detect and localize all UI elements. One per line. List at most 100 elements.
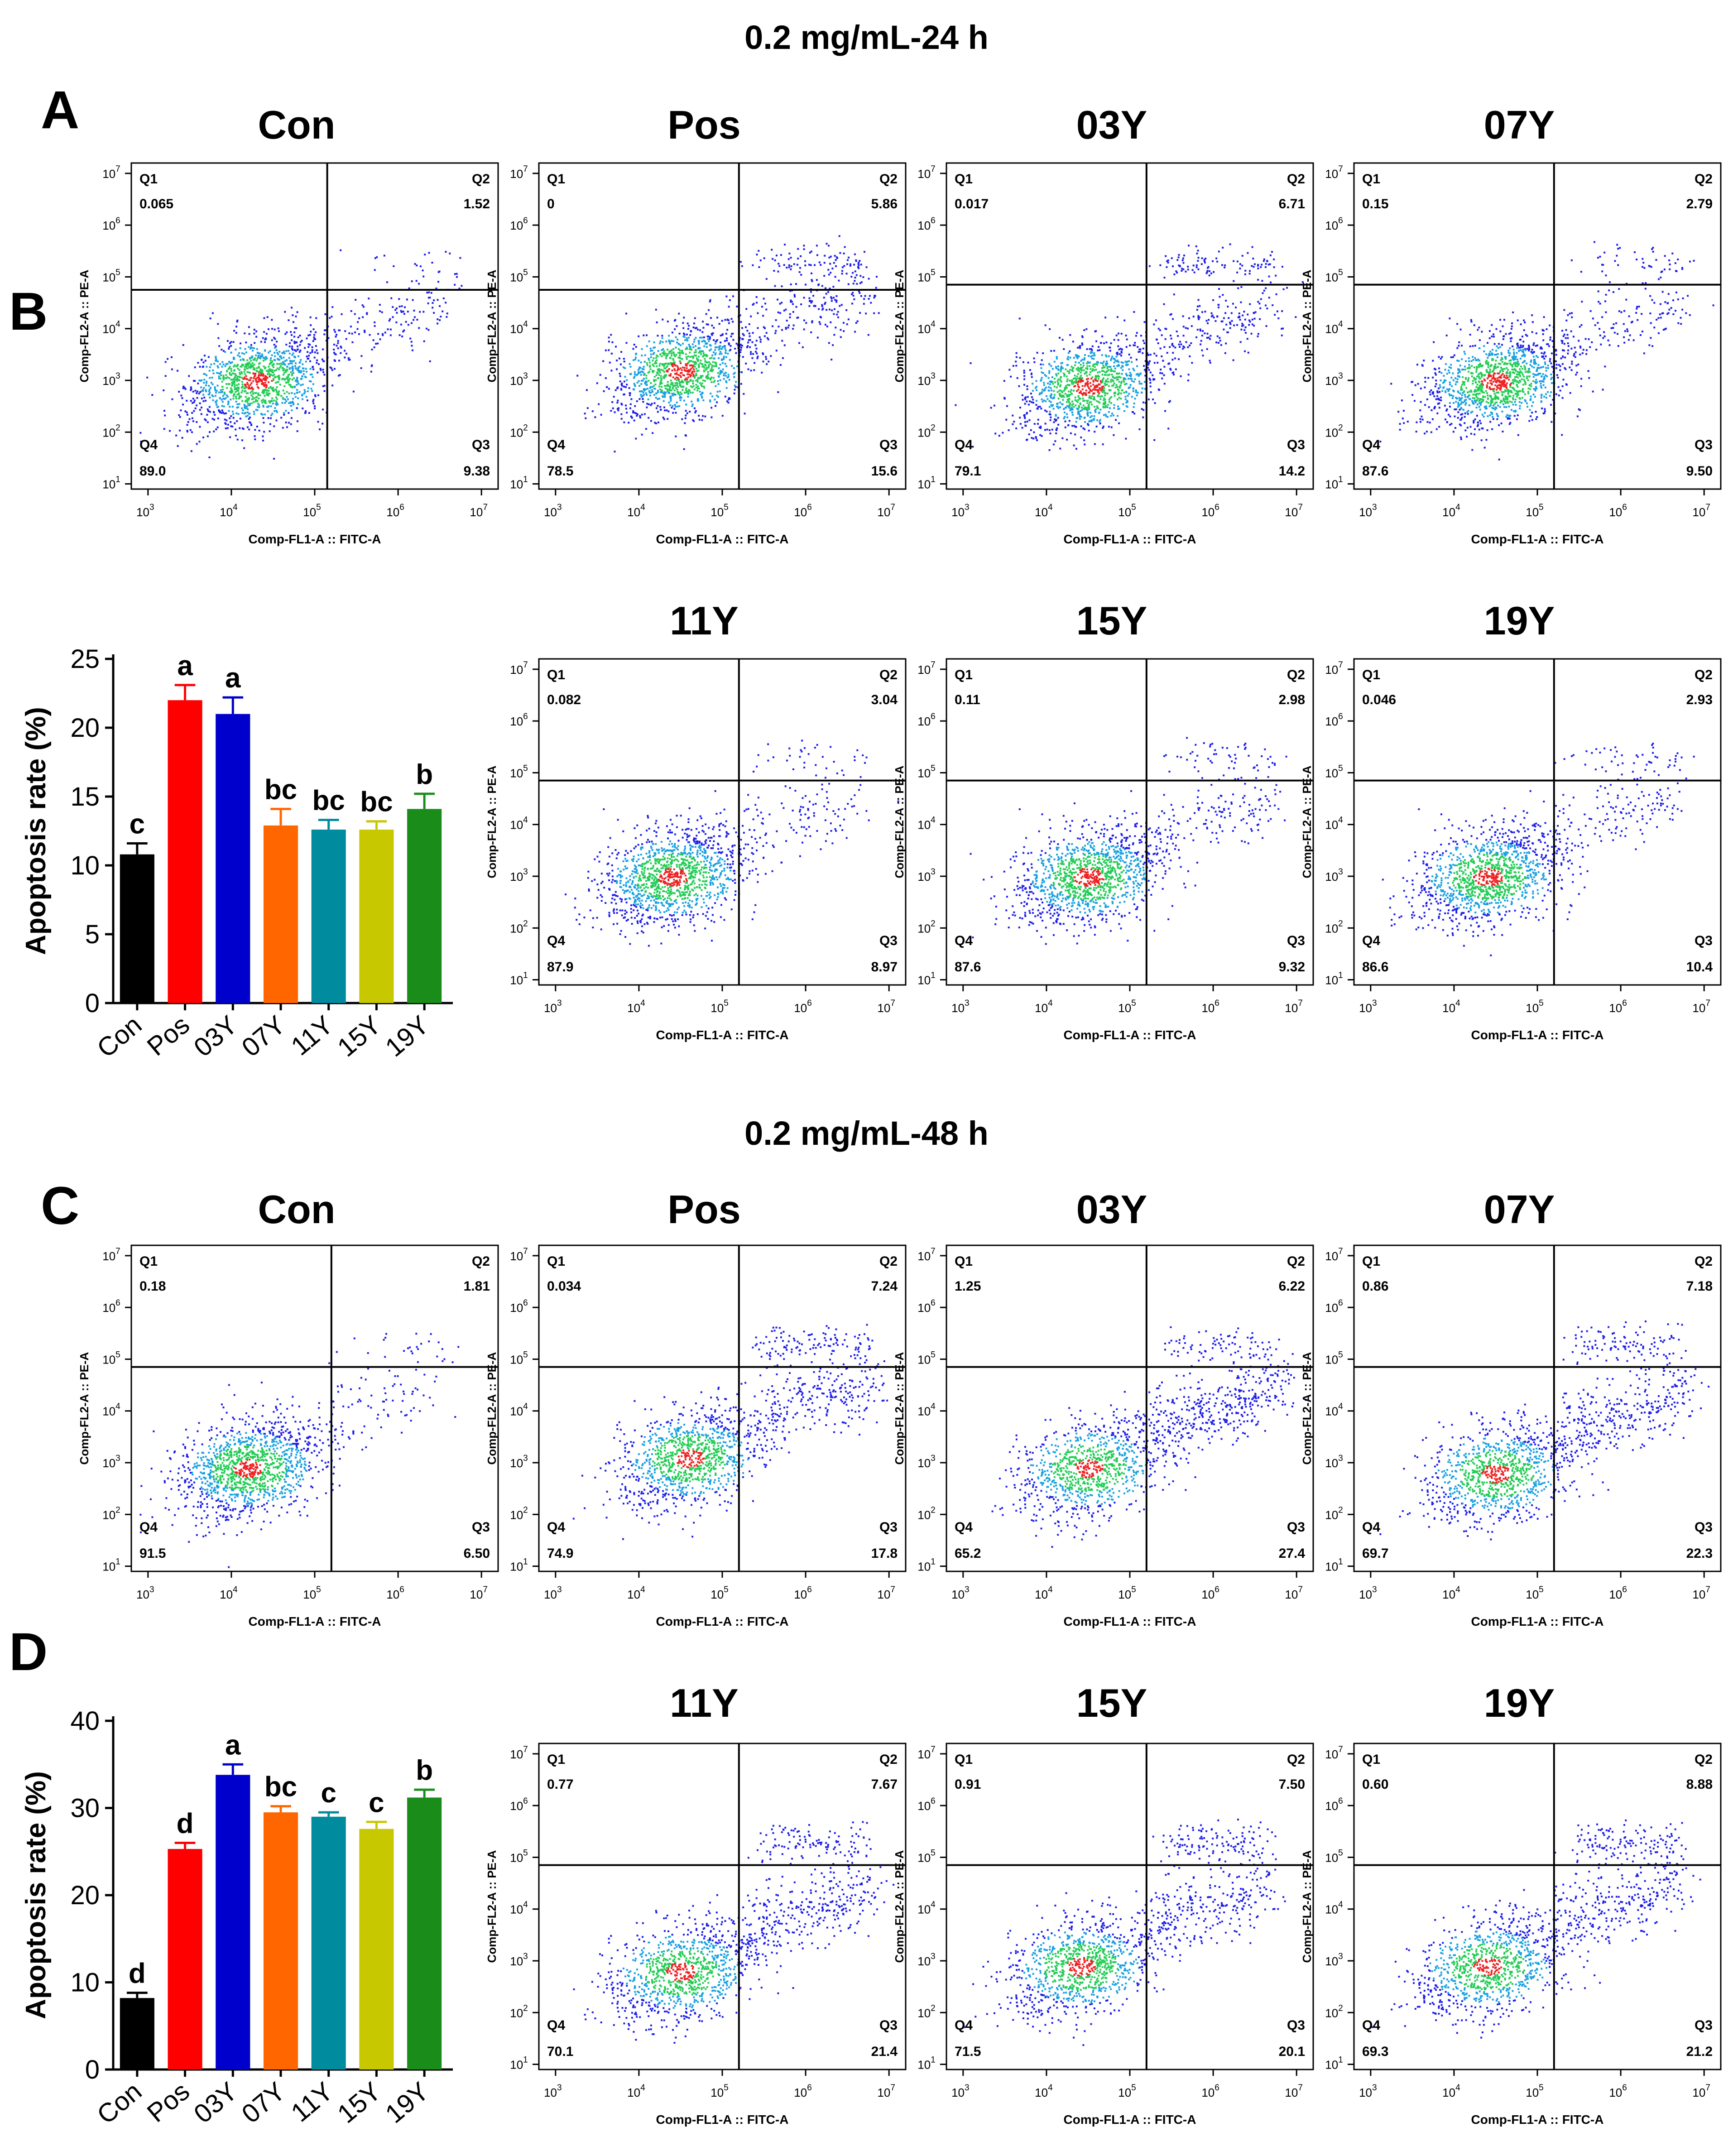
bar-pos	[168, 1849, 202, 2070]
quadrant-value-q1: 0.18	[139, 1279, 166, 1294]
sig-letter-03y: a	[225, 1729, 241, 1761]
bar-con	[120, 1998, 154, 2070]
y-tick-label: 103	[510, 371, 528, 388]
flow-x-axis-label: Comp-FL1-A :: FITC-A	[249, 532, 381, 546]
flow-plot-con-24h: Q1 0.065 Q2 1.52 Q3 9.38 Q4 89.0 103 104 105 106 107…	[77, 162, 499, 546]
flow-plot-07y-48h: Q1 0.86 Q2 7.18 Q3 22.3 Q4 69.7 103 104 105 106 107 1…	[1300, 1244, 1722, 1628]
flow-plot-frame	[946, 162, 1314, 490]
bar-x-tick-label: 03Y	[188, 1010, 243, 1062]
flow-y-axis-label: Comp-FL2-A :: PE-A	[1300, 269, 1314, 382]
quadrant-value-q2: 7.24	[871, 1279, 898, 1294]
y-tick-label: 104	[510, 1402, 528, 1418]
x-tick-label: 105	[1118, 999, 1136, 1015]
flow-scatter-points	[139, 1333, 460, 1568]
x-tick-label: 105	[1118, 2083, 1136, 2099]
quadrant-label-q1: Q1	[955, 172, 973, 187]
quadrant-label-q4: Q4	[1362, 1520, 1380, 1535]
sig-letter-11y: c	[321, 1777, 336, 1809]
flow-x-axis-label: Comp-FL1-A :: FITC-A	[249, 1614, 381, 1628]
x-tick-label: 105	[1526, 999, 1544, 1015]
bar-19y	[407, 809, 442, 1003]
y-tick-label: 103	[510, 1454, 528, 1470]
quadrant-label-q2: Q2	[472, 172, 490, 187]
x-tick-label: 104	[627, 2083, 645, 2099]
quadrant-label-q2: Q2	[1287, 667, 1305, 682]
quadrant-value-q3: 9.38	[464, 464, 490, 479]
x-tick-label: 104	[627, 999, 645, 1015]
x-tick-label: 107	[877, 999, 895, 1015]
flow-scatter-points	[1379, 1320, 1710, 1541]
quadrant-value-q1: 0.15	[1362, 197, 1388, 211]
y-tick-label: 105	[510, 1350, 528, 1366]
quadrant-value-q1: 0.034	[547, 1279, 581, 1294]
y-tick-label: 107	[917, 660, 936, 677]
quadrant-label-q3: Q3	[1695, 933, 1713, 948]
quadrant-label-q3: Q3	[472, 1520, 490, 1535]
flow-y-axis-label: Comp-FL2-A :: PE-A	[893, 1850, 906, 1963]
y-tick-label: 103	[102, 371, 120, 388]
flow-y-axis-label: Comp-FL2-A :: PE-A	[1300, 765, 1314, 878]
quadrant-value-q4: 74.9	[547, 1546, 573, 1561]
quadrant-value-q4: 87.6	[955, 960, 981, 975]
y-tick-label: 102	[510, 1505, 528, 1522]
x-tick-label: 104	[627, 1585, 645, 1601]
y-tick-label: 104	[510, 320, 528, 336]
bar-x-tick-label: Pos	[142, 2076, 195, 2128]
bar-x-tick-label: Pos	[142, 1010, 195, 1061]
y-tick-label: 106	[510, 1796, 528, 1813]
y-tick-label: 102	[917, 2003, 936, 2020]
bar-x-tick-label: Con	[91, 2076, 147, 2130]
bar-15y	[359, 829, 394, 1003]
y-tick-label: 102	[917, 919, 936, 935]
flow-plot-03y-48h: Q1 1.25 Q2 6.22 Q3 27.4 Q4 65.2 103 104 105 106 107 1…	[893, 1244, 1314, 1628]
y-tick-label: 103	[1325, 371, 1343, 388]
x-tick-label: 106	[1201, 1585, 1219, 1601]
x-tick-label: 107	[1285, 2083, 1303, 2099]
flow-title-24h-19y: 19Y	[1315, 598, 1723, 644]
flow-scatter-points	[565, 739, 899, 947]
y-tick-label: 105	[917, 1848, 936, 1864]
flow-title-24h-con: Con	[93, 102, 500, 148]
quadrant-label-q2: Q2	[1695, 1752, 1713, 1767]
y-tick-label: 106	[917, 712, 936, 728]
quadrant-value-q2: 5.86	[871, 197, 898, 211]
flow-x-axis-label: Comp-FL1-A :: FITC-A	[656, 1028, 789, 1042]
quadrant-value-q3: 10.4	[1686, 960, 1713, 975]
sig-letter-03y: a	[225, 663, 241, 694]
flow-x-axis-label: Comp-FL1-A :: FITC-A	[1471, 1028, 1604, 1042]
y-tick-label: 106	[917, 1796, 936, 1813]
quadrant-value-q2: 1.52	[464, 197, 490, 211]
flow-x-axis-label: Comp-FL1-A :: FITC-A	[1064, 1028, 1196, 1042]
y-tick-label: 107	[917, 1745, 936, 1761]
flow-scatter-points	[1379, 241, 1714, 461]
panel-letter-b: B	[9, 281, 48, 342]
y-tick-label: 104	[917, 816, 936, 832]
quadrant-label-q4: Q4	[955, 933, 973, 948]
bar-chart-24h: 0 5 10 15 20 25 Apoptosis rate (%) c Con a Pos a 03Y…	[20, 644, 453, 1063]
y-tick-label: 105	[917, 1350, 936, 1366]
sig-letter-con: c	[130, 808, 145, 840]
quadrant-value-q2: 6.22	[1279, 1279, 1305, 1294]
quadrant-value-q3: 15.6	[871, 464, 898, 479]
y-tick-label: 106	[917, 1298, 936, 1315]
quadrant-value-q1: 1.25	[955, 1279, 981, 1294]
y-tick-label: 106	[510, 216, 528, 232]
flow-y-axis-label: Comp-FL2-A :: PE-A	[1300, 1352, 1314, 1465]
y-tick-label: 106	[917, 216, 936, 232]
y-tick-label: 101	[102, 475, 120, 491]
x-tick-label: 107	[1692, 2083, 1710, 2099]
quadrant-label-q3: Q3	[879, 1520, 898, 1535]
quadrant-label-q1: Q1	[1362, 1254, 1380, 1269]
quadrant-value-q1: 0.91	[955, 1777, 981, 1792]
x-tick-label: 105	[1526, 1585, 1544, 1601]
bar-03y	[216, 714, 250, 1003]
quadrant-label-q2: Q2	[1695, 667, 1713, 682]
flow-y-axis-label: Comp-FL2-A :: PE-A	[1300, 1850, 1314, 1963]
quadrant-value-q4: 87.6	[1362, 464, 1388, 479]
y-tick-label: 107	[510, 164, 528, 181]
y-tick-label: 104	[102, 320, 120, 336]
y-tick-label: 102	[510, 423, 528, 439]
quadrant-value-q4: 86.6	[1362, 960, 1388, 975]
quadrant-label-q1: Q1	[139, 172, 158, 187]
flow-x-axis-label: Comp-FL1-A :: FITC-A	[1064, 2113, 1196, 2127]
